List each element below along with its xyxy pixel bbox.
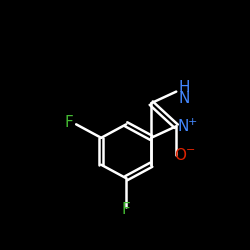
Text: N: N bbox=[178, 91, 190, 106]
Text: F: F bbox=[122, 202, 130, 218]
Text: N: N bbox=[177, 119, 188, 134]
Text: F: F bbox=[64, 115, 73, 130]
Text: O: O bbox=[174, 148, 186, 162]
Text: +: + bbox=[188, 117, 197, 127]
Text: H: H bbox=[178, 80, 190, 95]
Text: −: − bbox=[186, 145, 195, 155]
